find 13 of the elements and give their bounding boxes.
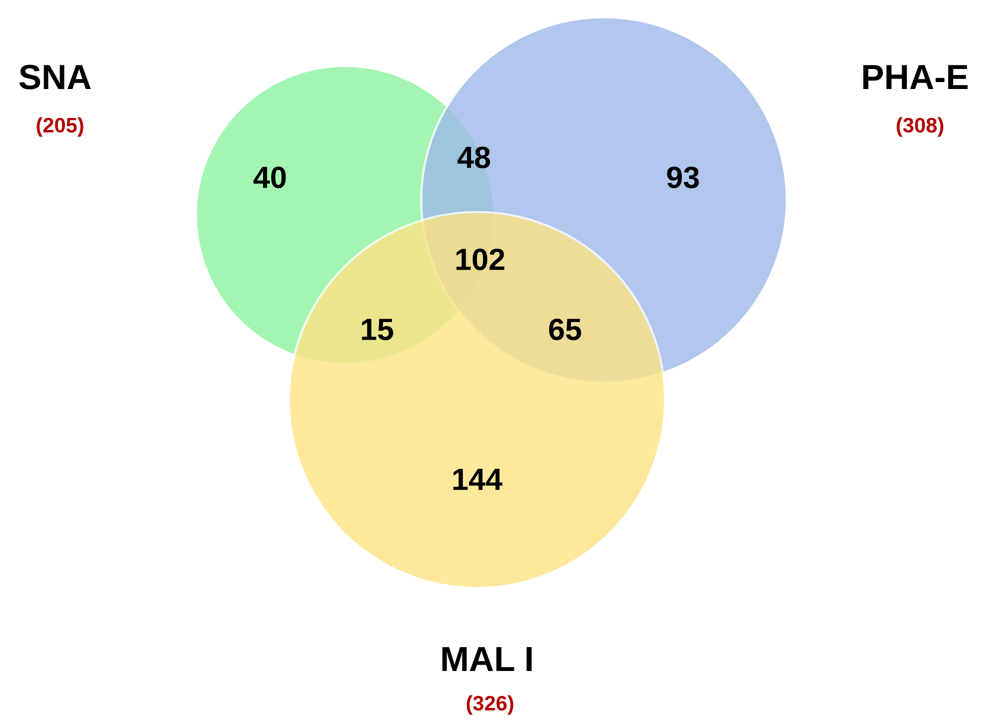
category-label: PHA-E — [863, 65, 968, 89]
data-label: (326) — [466, 695, 514, 715]
text: 144 — [453, 468, 502, 490]
category-label: MAL I — [442, 647, 532, 671]
category-label: SNA — [19, 64, 91, 90]
text: 15 — [362, 318, 394, 340]
text: 65 — [549, 318, 582, 340]
data-label: (308) — [896, 117, 944, 137]
text: 48 — [457, 146, 490, 168]
text: 93 — [667, 166, 699, 188]
data-label: (205) — [36, 117, 84, 137]
text: 40 — [253, 166, 286, 188]
text: 102 — [456, 248, 504, 270]
